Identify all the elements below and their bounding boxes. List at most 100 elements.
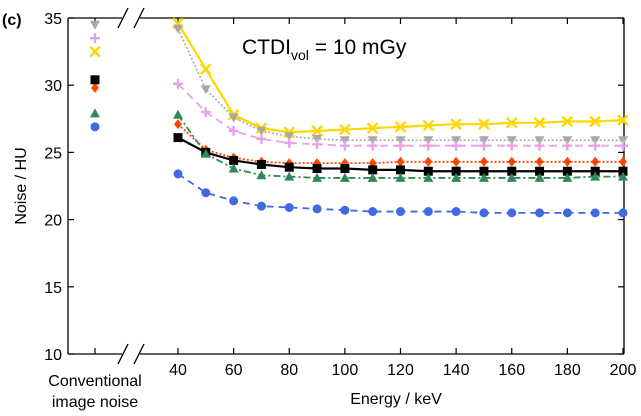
y-tick-label: 10 [44, 347, 62, 364]
series-line-6 [177, 114, 623, 179]
panel-label: (c) [2, 12, 22, 29]
data-point [368, 165, 378, 175]
data-point [562, 166, 572, 176]
conventional-label-line-1: Conventional [48, 373, 141, 390]
data-point [284, 203, 294, 213]
x-tick-label: 140 [443, 362, 470, 379]
marker-stroke [450, 118, 462, 131]
data-point [535, 166, 545, 176]
bottom-break-mark-1 [117, 343, 129, 365]
data-point [590, 171, 601, 181]
data-point [618, 171, 628, 181]
y-tick-label: 30 [44, 78, 62, 95]
data-point [479, 156, 488, 167]
axis-frame [67, 17, 625, 355]
tick-labels: 10 15 20 25 30 35 40 60 80 100 120 140 160 180 200 [44, 11, 636, 379]
data-point [396, 165, 405, 175]
data-point [618, 166, 628, 176]
data-point [173, 109, 183, 119]
data-point [256, 170, 267, 180]
data-point [228, 125, 239, 136]
data-point [256, 133, 267, 144]
axis-break-marks [117, 7, 145, 365]
data-point [534, 172, 545, 182]
y-tick-label: 15 [44, 280, 62, 297]
marker-stroke [478, 118, 490, 131]
series-points-7 [173, 169, 628, 218]
x-tick-label: 60 [225, 362, 243, 379]
x-tick-label: 80 [280, 362, 298, 379]
data-point [200, 107, 211, 118]
data-point [229, 155, 239, 165]
marker-stroke [505, 116, 518, 129]
data-point [283, 126, 296, 139]
data-point [396, 156, 405, 167]
series-markers [172, 17, 629, 218]
conventional-noise-point-2 [90, 20, 100, 30]
top-break-mark-1 [117, 7, 129, 29]
data-point [478, 118, 490, 131]
marker-stroke [366, 122, 379, 135]
data-point [562, 208, 572, 218]
data-point [535, 156, 544, 167]
conventional-noise-point-1 [89, 45, 101, 58]
data-point [506, 140, 517, 151]
data-point [312, 172, 323, 182]
marker-stroke [533, 116, 546, 129]
data-point [284, 162, 294, 172]
conventional-noise-point-6 [90, 108, 100, 118]
data-point [533, 116, 546, 129]
data-point [395, 172, 406, 182]
conventional-noise-point-4 [91, 82, 99, 93]
data-point [479, 208, 489, 218]
x-tick-label: 120 [387, 362, 414, 379]
marker-stroke [283, 126, 296, 139]
data-point [535, 208, 545, 218]
data-point [367, 172, 378, 182]
top-break-mark-2 [133, 7, 145, 29]
marker-stroke [394, 121, 407, 133]
data-point [284, 171, 295, 181]
data-point [256, 126, 267, 136]
marker-stroke [339, 123, 351, 136]
data-point [590, 140, 601, 151]
x-tick-label: 180 [554, 362, 581, 379]
data-point [479, 166, 489, 176]
y-tick-label: 25 [44, 145, 62, 162]
data-point [451, 140, 462, 151]
data-point [173, 133, 183, 143]
data-point [200, 148, 211, 158]
data-point [506, 172, 517, 182]
data-point [366, 122, 379, 135]
data-point [201, 188, 211, 198]
ctdi-annotation-suffix: = 10 mGy [309, 36, 407, 59]
marker-stroke [422, 119, 435, 132]
data-point [617, 114, 629, 126]
y-tick-label: 20 [44, 213, 62, 230]
data-point [423, 172, 434, 182]
data-point [339, 172, 350, 182]
data-point [199, 63, 212, 75]
data-point [284, 132, 295, 142]
data-point [229, 196, 239, 206]
data-point [312, 139, 323, 150]
data-point [311, 125, 323, 137]
data-point [173, 169, 183, 179]
ctdi-annotation: CTDIvol = 10 mGy [242, 36, 407, 63]
series-points-6 [173, 109, 628, 182]
ctdi-annotation-prefix: CTDI [242, 36, 291, 59]
data-point [173, 24, 183, 34]
data-point [174, 119, 182, 130]
data-point [228, 113, 239, 123]
conventional-label-line-2: image noise [52, 394, 138, 411]
data-point [562, 140, 573, 151]
marker-stroke [561, 115, 574, 128]
series-points-3 [173, 78, 628, 151]
data-point [452, 156, 461, 167]
y-axis-title: Noise / HU [13, 147, 30, 224]
data-point [395, 140, 406, 151]
data-point [478, 140, 489, 151]
x-axis-title: Energy / keV [350, 391, 442, 408]
data-point [478, 172, 489, 182]
